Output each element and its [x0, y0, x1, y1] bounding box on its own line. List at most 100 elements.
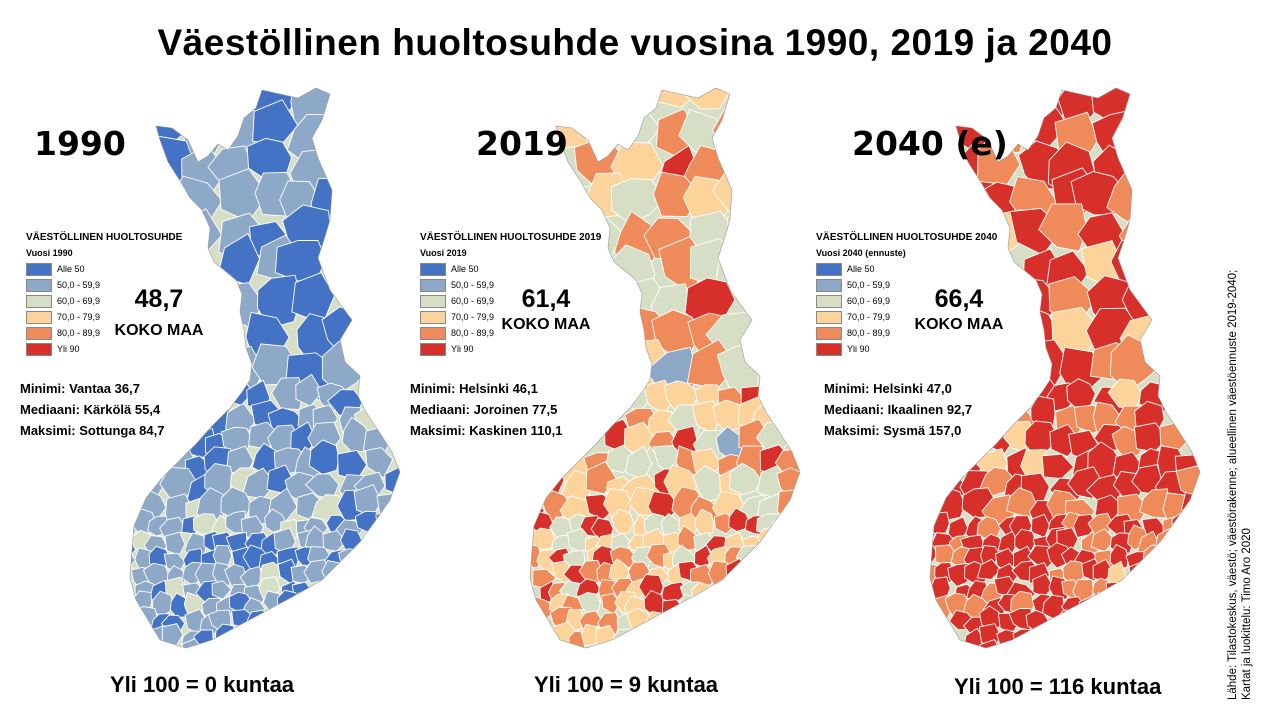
legend-item: Alle 50 [26, 261, 182, 277]
municipality-region [1142, 544, 1169, 570]
municipalities [930, 88, 1200, 648]
municipality-region [1128, 561, 1152, 584]
municipality-region [1171, 512, 1197, 539]
legend-label: Alle 50 [847, 264, 875, 274]
legend-swatch [420, 342, 446, 356]
municipality-region [997, 530, 1019, 554]
legend-rows: Alle 50 50,0 - 59,9 60,0 - 69,9 70,0 - 79,9… [816, 261, 997, 357]
legend-swatch [816, 310, 842, 324]
source-note: Lähde: Tilastokeskus, väestö; väestörake… [1226, 100, 1254, 700]
stat-median: Mediaani: Kärkölä 55,4 [20, 402, 161, 417]
municipality-region [1038, 203, 1088, 252]
municipality-region [729, 462, 762, 496]
legend-label: 80,0 - 89,9 [57, 328, 101, 338]
legend-swatch [420, 262, 446, 276]
municipality-region [161, 623, 184, 646]
municipality-region [321, 559, 346, 584]
legend-swatch [26, 294, 52, 308]
stat-max: Maksimi: Sysmä 157,0 [824, 423, 962, 438]
municipality-region [610, 178, 667, 225]
legend-label: 80,0 - 89,9 [847, 328, 891, 338]
legend-label: 50,0 - 59,9 [451, 280, 495, 290]
legend-label: 70,0 - 79,9 [847, 312, 891, 322]
municipality-region [211, 580, 232, 600]
municipality-region [1012, 628, 1037, 648]
legend-item: 60,0 - 69,9 [26, 293, 182, 309]
stat-median: Mediaani: Joroinen 77,5 [410, 402, 558, 417]
municipality-region [934, 544, 957, 566]
legend-label: 80,0 - 89,9 [451, 328, 495, 338]
national-value: 61,4 [521, 285, 571, 313]
legend-item: 70,0 - 79,9 [816, 309, 997, 325]
municipality-region [728, 507, 751, 532]
legend-swatch [816, 294, 842, 308]
national-value: 66,4 [934, 285, 984, 313]
country-outline [129, 87, 401, 649]
municipality-region [1024, 420, 1059, 457]
municipality-region [610, 508, 635, 536]
municipality-region [239, 565, 263, 588]
legend-swatch [816, 262, 842, 276]
legend-item: Yli 90 [420, 341, 601, 357]
stat-min: Minimi: Helsinki 46,1 [410, 381, 538, 396]
legend-item: 50,0 - 59,9 [26, 277, 182, 293]
municipality-region [217, 233, 261, 286]
legend-swatch [26, 310, 52, 324]
legend-rows: Alle 50 50,0 - 59,9 60,0 - 69,9 70,0 - 79,9… [26, 261, 182, 357]
legend-item: 80,0 - 89,9 [420, 325, 601, 341]
legend-item: Alle 50 [420, 261, 601, 277]
legend-item: Yli 90 [816, 341, 997, 357]
legend-item: 80,0 - 89,9 [26, 325, 182, 341]
legend: VÄESTÖLLINEN HUOLTOSUHDE Vuosi 1990 Alle… [26, 232, 182, 357]
municipality-region [979, 605, 1005, 630]
legend-subtitle: Vuosi 1990 [26, 248, 73, 258]
legend-title: VÄESTÖLLINEN HUOLTOSUHDE [26, 232, 183, 243]
legend-item: 50,0 - 59,9 [816, 277, 997, 293]
municipality-region [1041, 453, 1075, 480]
municipality-region [1105, 581, 1128, 605]
municipality-region [322, 529, 347, 552]
legend-item: 60,0 - 69,9 [816, 293, 997, 309]
national-label: KOKO MAA [114, 322, 204, 339]
stats: Minimi: Vantaa 36,7 Mediaani: Kärkölä 55… [20, 378, 164, 441]
legend-subtitle: Vuosi 2040 (ennuste) [816, 248, 906, 258]
legend-swatch [816, 342, 842, 356]
legend-item: 50,0 - 59,9 [420, 277, 601, 293]
stat-max: Maksimi: Kaskinen 110,1 [410, 423, 563, 438]
choropleth-map-2040 [929, 87, 1201, 649]
stat-median: Mediaani: Ikaalinen 92,7 [824, 402, 973, 417]
legend-swatch [420, 326, 446, 340]
municipality-region [691, 581, 714, 607]
source-line: Kartat ja luokittelu: Timo Aro 2020 [1241, 528, 1253, 700]
municipality-region [578, 559, 604, 584]
legend-label: Alle 50 [57, 264, 85, 274]
over-100-count: Yli 100 = 116 kuntaa [954, 674, 1162, 699]
municipality-region [776, 467, 800, 499]
legend-label: 60,0 - 69,9 [451, 296, 495, 306]
legend-swatch [420, 294, 446, 308]
municipality-region [1090, 528, 1116, 553]
map-panel-2040: 2040 (e) VÄESTÖLLINEN HUOLTOSUHDE 2040 V… [800, 80, 1220, 720]
legend-subtitle: Vuosi 2019 [420, 248, 467, 258]
stat-min: Minimi: Vantaa 36,7 [20, 381, 140, 396]
legend-label: 50,0 - 59,9 [847, 280, 891, 290]
legend-item: Alle 50 [816, 261, 997, 277]
legend-swatch [420, 278, 446, 292]
year-label: 2040 (e) [852, 124, 1008, 163]
legend-label: 70,0 - 79,9 [451, 312, 495, 322]
year-label: 2019 [476, 124, 568, 163]
municipality-region [252, 99, 299, 147]
national-value: 48,7 [134, 285, 184, 313]
municipality-region [151, 590, 174, 618]
municipality-region [530, 542, 542, 569]
municipality-region [930, 511, 950, 535]
legend-swatch [420, 310, 446, 324]
municipality-region [694, 508, 715, 536]
legend: VÄESTÖLLINEN HUOLTOSUHDE 2019 Vuosi 2019… [420, 232, 601, 357]
legend-item: 70,0 - 79,9 [420, 309, 601, 325]
country-outline [529, 87, 801, 649]
municipality-region [295, 373, 323, 407]
legend-item: Yli 90 [26, 341, 182, 357]
legend-label: Yli 90 [57, 344, 80, 354]
legend-label: Yli 90 [451, 344, 474, 354]
